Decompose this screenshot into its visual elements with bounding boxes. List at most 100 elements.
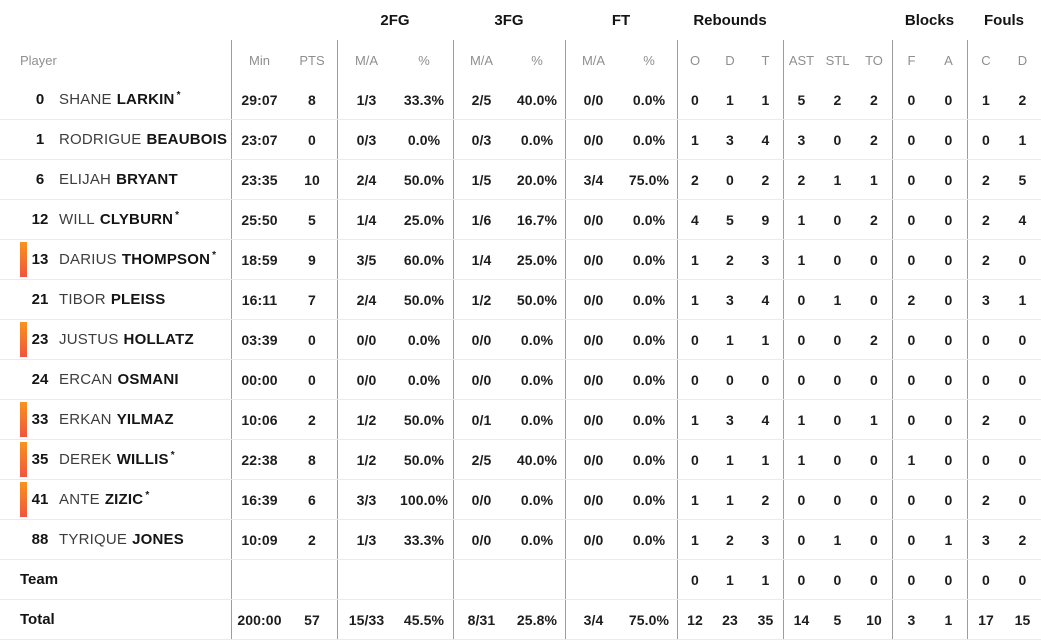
jersey-number: 6	[35, 171, 45, 188]
stat-reb-t: 0	[761, 371, 770, 388]
column-header-row: Player Min PTS M/A % M/A % M/A % O D T A…	[0, 40, 1041, 80]
stat-ast: 3	[783, 120, 819, 159]
col-header-3fg-ma: M/A	[453, 40, 509, 80]
stat-3fg-pct: 0.0%	[520, 331, 554, 348]
stat-2fg-ma: 1/2	[337, 440, 395, 479]
player-row-12: 12 WILL CLYBURN * 25:50 5 1/4 25.0% 1/6 16.7% 0/0 0…	[0, 200, 1041, 240]
stat-ast: 0	[783, 520, 819, 559]
player-last-name: JONES	[132, 531, 184, 548]
stat-3fg-pct: 25.8%	[516, 611, 558, 628]
stat-2fg-ma	[337, 560, 395, 599]
stat-min: 10:06	[231, 400, 287, 439]
stat-ast: 1	[783, 400, 819, 439]
stat-reb-d: 2	[726, 531, 734, 548]
col-header-stl: STL	[825, 52, 850, 68]
player-first-name: TIBOR	[59, 291, 106, 308]
stat-min: 10:09	[231, 520, 287, 559]
player-cell: 0 SHANE LARKIN *	[0, 80, 231, 119]
team-row-label-cell: Team	[0, 560, 231, 599]
stat-reb-t: 1	[761, 331, 770, 348]
player-row-88: 88 TYRIQUE JONES 10:09 2 1/3 33.3% 0/0 0.0% 0/0 0.…	[0, 520, 1041, 560]
stat-to: 1	[870, 171, 878, 188]
stat-min: 29:07	[231, 80, 287, 119]
stat-reb-t: 3	[761, 251, 770, 268]
stat-reb-t: 1	[761, 451, 770, 468]
group-header-ft: FT	[611, 11, 631, 29]
player-last-name: PLEISS	[110, 291, 166, 308]
stat-2fg-ma: 1/3	[337, 520, 395, 559]
stat-foul-d: 0	[1018, 411, 1027, 428]
stat-blk-f: 0	[892, 560, 930, 599]
stat-3fg-pct: 20.0%	[516, 171, 558, 188]
stat-reb-d: 1	[726, 91, 734, 108]
stat-to: 2	[870, 91, 878, 108]
on-court-indicator	[20, 442, 27, 477]
stat-reb-t: 4	[761, 131, 770, 148]
stat-foul-d: 0	[1018, 251, 1027, 268]
stat-ast: 1	[783, 440, 819, 479]
stat-to: 0	[870, 491, 878, 508]
stat-ft-ma	[565, 560, 621, 599]
stat-reb-d: 1	[726, 331, 734, 348]
stat-ft-pct: 75.0%	[628, 171, 670, 188]
starter-mark: *	[212, 249, 217, 261]
stat-stl: 0	[833, 331, 842, 348]
stat-to: 10	[866, 611, 882, 628]
player-last-name: BRYANT	[116, 171, 178, 188]
col-header-2fg-pct: %	[418, 52, 430, 68]
player-cell: 33 ERKAN YILMAZ	[0, 400, 231, 439]
col-header-reb-o: O	[677, 40, 712, 80]
stat-ft-ma: 0/0	[565, 440, 621, 479]
stat-to: 0	[870, 291, 878, 308]
player-row-1: 1 RODRIGUE BEAUBOIS 23:07 0 0/3 0.0% 0/3 0.0% 0/0…	[0, 120, 1041, 160]
stat-3fg-ma	[453, 560, 509, 599]
player-first-name: DARIUS	[59, 251, 117, 268]
stat-stl: 0	[833, 211, 842, 228]
player-cell: 23 JUSTUS HOLLATZ	[0, 320, 231, 359]
jersey-number: 35	[31, 451, 49, 468]
stat-min: 00:00	[231, 360, 287, 399]
stat-reb-d: 2	[726, 251, 734, 268]
stat-3fg-ma: 0/0	[453, 480, 509, 519]
stat-reb-t: 2	[761, 491, 770, 508]
stat-foul-c: 17	[967, 600, 1004, 639]
stat-ft-pct: 0.0%	[632, 91, 666, 108]
stat-reb-t: 1	[761, 91, 770, 108]
player-last-name: BEAUBOIS	[146, 131, 228, 148]
stat-foul-d: 2	[1018, 91, 1027, 108]
stat-pts: 8	[308, 451, 316, 468]
stat-ft-ma: 0/0	[565, 200, 621, 239]
col-header-pts: PTS	[299, 52, 325, 68]
player-row-41: 41 ANTE ZIZIC * 16:39 6 3/3 100.0% 0/0 0.0% 0/0 0.0…	[0, 480, 1041, 520]
player-cell: 6 ELIJAH BRYANT	[0, 160, 231, 199]
starter-mark: *	[176, 89, 181, 101]
stat-2fg-ma: 2/4	[337, 280, 395, 319]
stat-ast: 5	[783, 80, 819, 119]
jersey-number: 21	[31, 291, 49, 308]
stat-foul-d: 0	[1018, 371, 1027, 388]
on-court-indicator	[20, 242, 27, 277]
player-cell: 88 TYRIQUE JONES	[0, 520, 231, 559]
stat-reb-t: 3	[761, 531, 770, 548]
stat-ft-pct: 0.0%	[632, 411, 666, 428]
stat-reb-o: 1	[677, 520, 712, 559]
jersey-number: 12	[31, 211, 49, 228]
player-cell: 1 RODRIGUE BEAUBOIS	[0, 120, 231, 159]
stat-pts: 2	[308, 531, 316, 548]
group-header-rebounds: Rebounds	[693, 11, 767, 29]
stat-ast: 1	[783, 200, 819, 239]
stat-reb-o: 0	[677, 360, 712, 399]
stat-reb-d: 0	[726, 371, 734, 388]
player-first-name: RODRIGUE	[59, 131, 142, 148]
stat-blk-f: 3	[892, 600, 930, 639]
group-header-2fg: 2FG	[380, 11, 410, 29]
stat-2fg-ma: 1/2	[337, 400, 395, 439]
stat-3fg-ma: 2/5	[453, 80, 509, 119]
stat-to: 0	[870, 571, 878, 588]
group-header-fouls: Fouls	[984, 11, 1024, 29]
stat-foul-c: 1	[967, 80, 1004, 119]
stat-reb-d: 3	[726, 131, 734, 148]
team-row: Team 0 1 1 0 0 0 0 0 0 0	[0, 560, 1041, 600]
stat-ast: 0	[783, 560, 819, 599]
stat-pts: 0	[308, 331, 316, 348]
